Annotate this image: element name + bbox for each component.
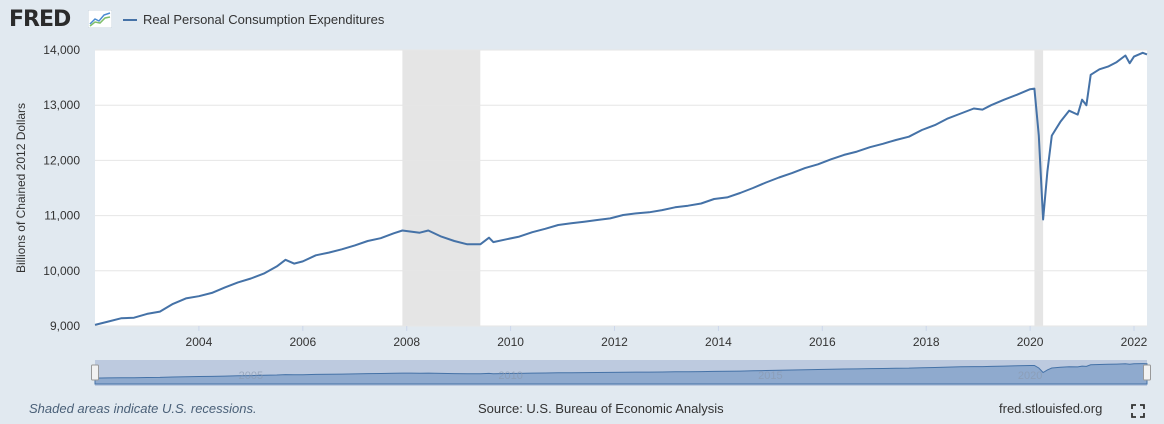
series-line: [94, 51, 1148, 326]
recession-note: Shaded areas indicate U.S. recessions.: [29, 401, 257, 416]
x-tick-label: 2016: [809, 335, 836, 349]
navigator-series: [94, 363, 1148, 385]
chart-trend-icon: [88, 10, 112, 28]
fullscreen-icon[interactable]: [1131, 404, 1145, 418]
x-tick-label: 2012: [601, 335, 628, 349]
navigator-handle-left[interactable]: [91, 364, 99, 381]
y-axis-label: Billions of Chained 2012 Dollars: [14, 103, 28, 273]
chart-legend: Real Personal Consumption Expenditures: [123, 12, 384, 27]
y-tick-label: 11,000: [44, 209, 80, 223]
x-tick-label: 2014: [705, 335, 732, 349]
navigator-tick-label: 2005: [239, 370, 263, 382]
y-tick-label: 14,000: [43, 43, 80, 57]
x-tick-label: 2020: [1017, 335, 1044, 349]
navigator-tick-label: 2010: [498, 370, 522, 382]
y-tick-label: 13,000: [43, 98, 80, 112]
y-tick-label: 10,000: [43, 264, 80, 278]
navigator-tick-label: 2020: [1018, 370, 1042, 382]
legend-label: Real Personal Consumption Expenditures: [143, 12, 385, 27]
navigator-tick-label: 2015: [758, 370, 782, 382]
source-text: Source: U.S. Bureau of Economic Analysis: [478, 401, 724, 416]
x-tick-label: 2004: [186, 335, 213, 349]
recession-band: [402, 50, 481, 326]
recession-band: [1034, 50, 1044, 326]
x-tick-label: 2018: [913, 335, 940, 349]
x-tick-label: 2008: [393, 335, 420, 349]
legend-swatch: [123, 18, 137, 21]
navigator-handle-right[interactable]: [1143, 364, 1151, 381]
x-tick-label: 2006: [289, 335, 316, 349]
site-link[interactable]: fred.stlouisfed.org: [999, 401, 1103, 416]
x-tick-label: 2010: [497, 335, 524, 349]
y-tick-label: 9,000: [50, 319, 80, 333]
x-tick-label: 2022: [1121, 335, 1148, 349]
plot-area: [95, 50, 1147, 326]
y-tick-label: 12,000: [43, 153, 80, 167]
fred-logo[interactable]: FRED: [9, 7, 71, 32]
